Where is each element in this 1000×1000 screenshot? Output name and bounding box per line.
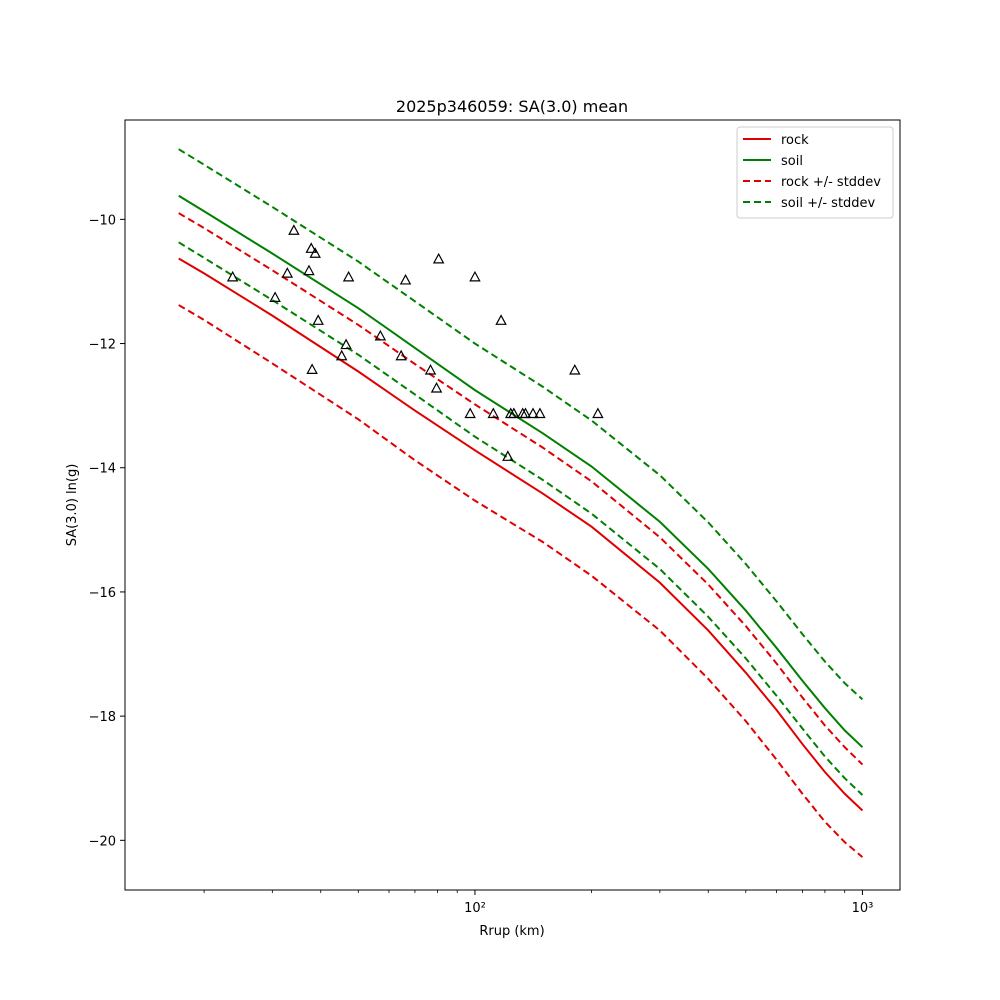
observation-point: [569, 363, 581, 375]
observation-point: [226, 270, 239, 282]
y-tick-label: −20: [89, 834, 116, 849]
legend-label: rock +/- stddev: [781, 175, 881, 190]
observation-point: [281, 267, 294, 278]
series-line-3: [178, 212, 864, 766]
observation-point: [305, 242, 317, 253]
series-line-6: [178, 241, 864, 796]
observation-point: [464, 407, 476, 419]
observation-point: [335, 349, 348, 361]
observation-point: [399, 273, 412, 285]
x-tick-label: 10²: [464, 901, 486, 916]
observation-point: [519, 407, 532, 419]
observation-point: [342, 270, 355, 282]
x-axis-label: Rrup (km): [479, 924, 544, 939]
y-axis-label: SA(3.0) ln(g): [65, 464, 80, 547]
y-tick-label: −10: [89, 213, 116, 228]
observation-point: [340, 338, 352, 350]
observation-point: [508, 407, 520, 419]
observation-point: [502, 450, 514, 461]
series-line-2: [178, 194, 864, 748]
series-line-4: [178, 304, 864, 858]
axes-frame: [124, 119, 901, 891]
observation-point: [309, 247, 321, 258]
observation-point: [534, 407, 546, 419]
observation-point: [312, 314, 324, 325]
y-tick-label: −14: [89, 462, 116, 477]
legend-label: soil: [781, 154, 803, 169]
x-tick-label: 10³: [852, 901, 874, 916]
legend: rock soil rock +/- stddev soil +/- stddev: [736, 126, 894, 219]
observation-point: [395, 349, 407, 361]
y-tick-label: −12: [89, 338, 116, 353]
chart-title: 2025p346059: SA(3.0) mean: [396, 97, 628, 116]
y-tick-label: −16: [89, 586, 116, 601]
observation-point: [306, 363, 318, 374]
observation-point: [487, 407, 500, 419]
observation-point: [592, 407, 604, 419]
observation-point: [424, 363, 437, 375]
legend-box: [736, 126, 894, 219]
series-line-1: [178, 257, 864, 812]
observation-point: [269, 291, 281, 302]
observation-point: [527, 407, 539, 419]
y-tick-label: −18: [89, 710, 116, 725]
observation-point: [303, 264, 315, 276]
legend-label: rock: [781, 133, 809, 148]
observation-point: [432, 252, 445, 264]
plot-area: [178, 148, 864, 858]
observation-point: [374, 329, 387, 341]
legend-label: soil +/- stddev: [781, 196, 876, 211]
observation-point: [288, 224, 300, 235]
observation-point: [430, 382, 443, 393]
series-line-5: [178, 148, 864, 701]
observation-point: [495, 314, 507, 325]
observation-point: [469, 270, 481, 282]
